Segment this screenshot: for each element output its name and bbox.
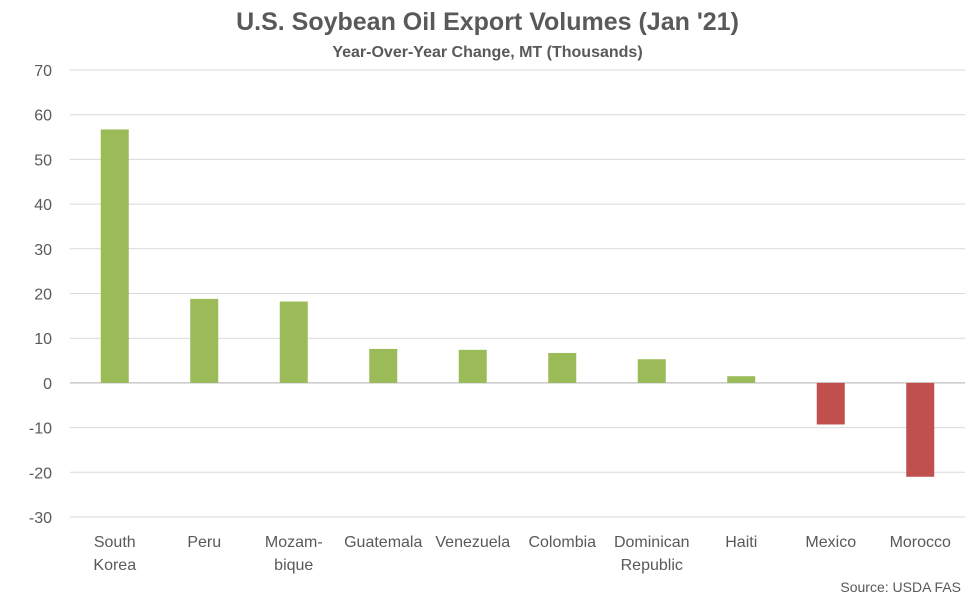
y-tick-label: 20 [34, 287, 52, 304]
gridlines [70, 69, 965, 518]
y-tick-label: 70 [34, 63, 52, 80]
x-category-label-line: bique [274, 557, 313, 574]
bars [100, 129, 935, 477]
bar [279, 301, 308, 383]
x-category-label-line: Venezuela [435, 534, 510, 551]
bar [369, 348, 398, 383]
bar [548, 352, 577, 383]
x-category-label: Morocco [890, 534, 951, 551]
x-category-label-line: Morocco [890, 534, 951, 551]
bar [637, 359, 666, 383]
x-category-label: Mozam-bique [265, 534, 323, 574]
x-category-label: Mexico [805, 534, 856, 551]
chart-subtitle: Year-Over-Year Change, MT (Thousands) [332, 44, 643, 61]
y-tick-label: 50 [34, 152, 52, 169]
y-axis-ticks: 70 60 50 40 30 20 10 0 -10 -20 -30 [29, 63, 52, 527]
y-tick-label: -30 [29, 510, 52, 527]
bar [190, 298, 219, 383]
y-tick-label: -10 [29, 421, 52, 438]
x-category-label: Venezuela [435, 534, 510, 551]
bar [458, 349, 487, 383]
x-category-label-line: Haiti [725, 534, 757, 551]
source-note: Source: USDA FAS [840, 579, 961, 595]
x-category-label-line: Colombia [528, 534, 596, 551]
y-tick-label: 60 [34, 108, 52, 125]
x-category-label-line: South [94, 534, 136, 551]
x-category-label-line: Guatemala [344, 534, 422, 551]
x-axis-labels: South Korea Peru Mozam-bique Guatemala Venezu… [93, 534, 951, 574]
x-category-label: Dominican Republic [614, 534, 690, 574]
x-category-label-line: Peru [187, 534, 221, 551]
y-tick-label: 0 [43, 376, 52, 393]
x-category-label: Guatemala [344, 534, 422, 551]
bar [816, 382, 845, 425]
y-tick-label: 10 [34, 331, 52, 348]
y-tick-label: -20 [29, 465, 52, 482]
x-category-label-line: Republic [621, 557, 683, 574]
chart-title: U.S. Soybean Oil Export Volumes (Jan '21… [236, 8, 739, 36]
x-category-label: Peru [187, 534, 221, 551]
y-tick-label: 30 [34, 242, 52, 259]
bar [906, 382, 935, 477]
y-tick-label: 40 [34, 197, 52, 214]
x-category-label: South Korea [93, 534, 136, 574]
x-category-label-line: Mozam- [265, 534, 323, 551]
x-category-label-line: Korea [93, 557, 136, 574]
x-category-label: Haiti [725, 534, 757, 551]
bar [727, 376, 756, 383]
x-category-label-line: Mexico [805, 534, 856, 551]
bar [100, 129, 129, 383]
x-category-label: Colombia [528, 534, 596, 551]
x-category-label-line: Dominican [614, 534, 690, 551]
